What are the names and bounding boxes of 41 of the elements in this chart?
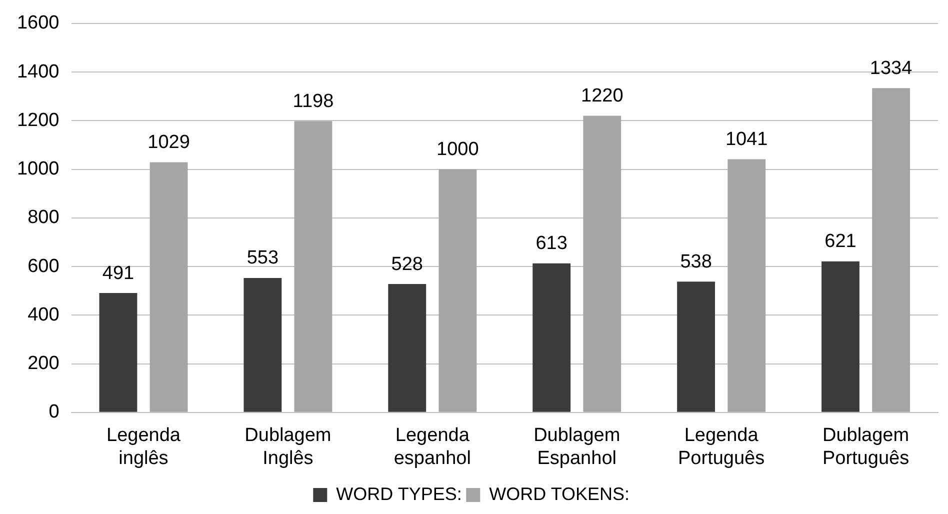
data-label: 538 bbox=[680, 251, 712, 272]
legend-label: WORD TOKENS: bbox=[489, 484, 630, 504]
data-label: 1198 bbox=[292, 90, 334, 112]
data-label: 553 bbox=[246, 248, 279, 269]
y-tick-label: 1400 bbox=[16, 61, 60, 82]
bar bbox=[438, 169, 477, 412]
bar bbox=[728, 159, 766, 412]
y-tick-label: 600 bbox=[28, 256, 60, 277]
bar bbox=[244, 278, 282, 412]
y-tick-label: 200 bbox=[28, 353, 60, 374]
data-label: 528 bbox=[391, 254, 423, 275]
y-tick-label: 400 bbox=[28, 304, 60, 326]
data-label: 621 bbox=[824, 231, 856, 252]
bar bbox=[872, 88, 910, 412]
data-label: 491 bbox=[102, 262, 134, 284]
bar bbox=[388, 284, 426, 412]
bar bbox=[822, 261, 860, 412]
data-label: 1041 bbox=[725, 129, 768, 150]
data-label: 1220 bbox=[581, 86, 624, 107]
x-tick-label: Dublagem Português bbox=[822, 425, 910, 469]
bar bbox=[294, 121, 332, 412]
bar bbox=[532, 263, 571, 412]
x-tick-label: Legenda Português bbox=[678, 425, 765, 469]
y-tick-label: 0 bbox=[48, 402, 60, 423]
y-tick-label: 1200 bbox=[16, 110, 60, 131]
x-tick-label: Legenda inglês bbox=[106, 425, 181, 469]
y-tick-label: 1600 bbox=[16, 12, 60, 34]
bar bbox=[677, 282, 715, 412]
data-label: 1000 bbox=[436, 139, 479, 160]
data-label: 1334 bbox=[870, 58, 913, 79]
bar bbox=[99, 293, 138, 412]
y-tick-label: 800 bbox=[28, 207, 60, 228]
x-tick-label: Legenda espanhol bbox=[394, 425, 471, 469]
y-tick-label: 1000 bbox=[16, 158, 60, 180]
bar bbox=[583, 116, 622, 412]
x-tick-label: Dublagem Inglês bbox=[244, 425, 332, 469]
bar bbox=[150, 162, 188, 412]
legend-label: WORD TYPES: bbox=[336, 484, 462, 504]
x-tick-label: Dublagem Espanhol bbox=[534, 425, 620, 469]
data-label: 1029 bbox=[148, 132, 190, 153]
data-label: 613 bbox=[536, 233, 568, 254]
